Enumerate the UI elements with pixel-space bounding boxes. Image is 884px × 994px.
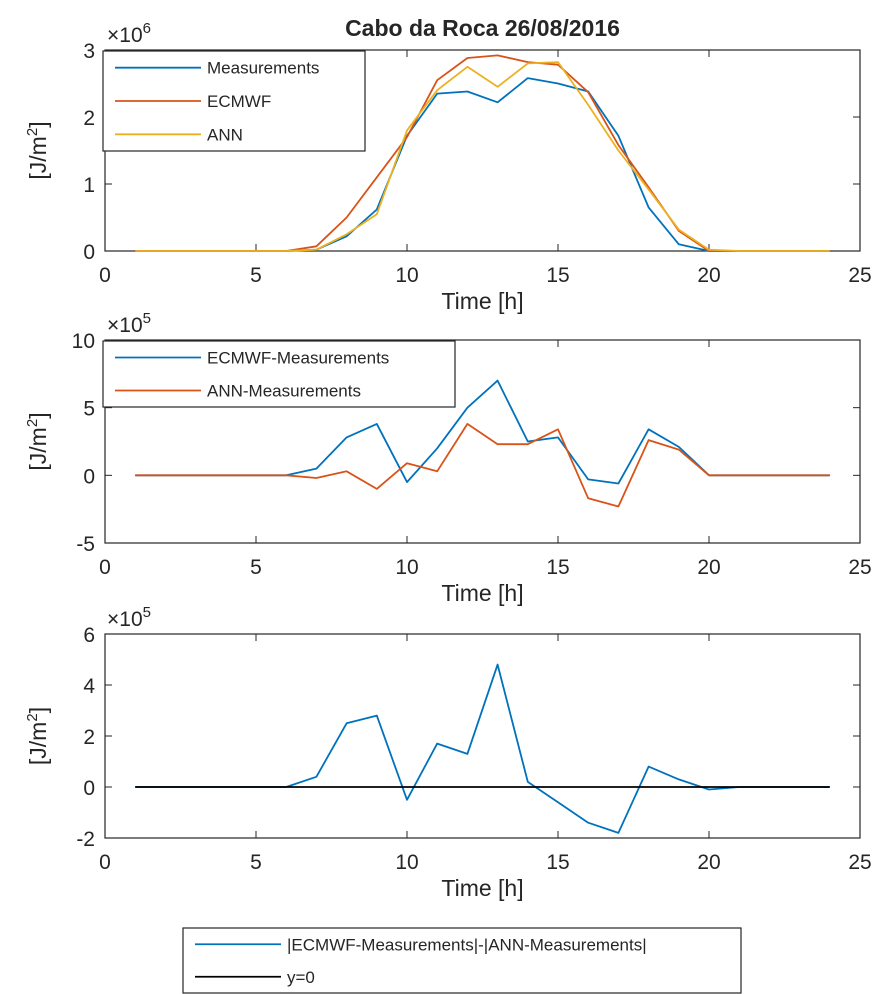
x-tick-label: 15 — [546, 851, 569, 874]
axes-box — [104, 633, 861, 839]
x-tick-label: 15 — [546, 556, 569, 579]
y-tick-label: 10 — [72, 330, 95, 353]
x-tick-label: 25 — [848, 851, 871, 874]
x-tick-label: 0 — [99, 851, 111, 874]
y-tick-label: 6 — [83, 624, 95, 647]
y-tick-label: 0 — [83, 777, 95, 800]
y-tick-label: 0 — [83, 465, 95, 488]
y-tick-label: 4 — [83, 675, 95, 698]
x-tick-label: 10 — [395, 264, 418, 287]
y-exponent-label: ×106 — [107, 20, 151, 47]
legend-label: ANN-Measurements — [207, 382, 361, 401]
x-tick-label: 15 — [546, 264, 569, 287]
legend: ECMWF-Measurements ANN-Measurements — [102, 340, 456, 408]
y-tick-label: 5 — [83, 398, 95, 421]
y-axis-label: [J/m2] — [24, 412, 51, 470]
x-tick-label: 5 — [250, 851, 262, 874]
legend-label: ECMWF-Measurements — [207, 349, 389, 368]
x-axis-label: Time [h] — [441, 288, 523, 314]
y-tick-label: 1 — [83, 174, 95, 197]
x-tick-label: 25 — [848, 556, 871, 579]
x-axis-label: Time [h] — [441, 875, 523, 901]
legend: |ECMWF-Measurements|-|ANN-Measurements| y… — [182, 927, 742, 994]
x-tick-label: 10 — [395, 556, 418, 579]
x-axis-label: Time [h] — [441, 580, 523, 606]
legend: Measurements ECMWF ANN — [102, 50, 366, 152]
legend-label: Measurements — [207, 59, 319, 78]
subplot-1: 0 5 10 15 20 25 0 1 2 3 ×106 Time [h] [J/m2] Cabo da … — [24, 15, 872, 314]
legend-label: ANN — [207, 125, 243, 144]
x-tick-label: 0 — [99, 264, 111, 287]
chart-title: Cabo da Roca 26/08/2016 — [345, 15, 620, 41]
x-tick-label: 20 — [697, 851, 720, 874]
y-exponent-label: ×105 — [107, 310, 151, 337]
y-tick-label: 3 — [83, 40, 95, 63]
y-tick-label: -2 — [76, 828, 95, 851]
legend-label: y=0 — [287, 968, 315, 987]
x-tick-label: 5 — [250, 264, 262, 287]
x-tick-label: 20 — [697, 556, 720, 579]
legend-box — [102, 340, 456, 408]
y-tick-label: 0 — [83, 241, 95, 264]
x-tick-label: 0 — [99, 556, 111, 579]
y-tick-label: 2 — [83, 107, 95, 130]
x-tick-label: 5 — [250, 556, 262, 579]
y-tick-label: -5 — [76, 533, 95, 556]
y-axis-label: [J/m2] — [24, 121, 51, 179]
legend-label: ECMWF — [207, 92, 271, 111]
y-axis-label: [J/m2] — [24, 707, 51, 765]
legend-label: |ECMWF-Measurements|-|ANN-Measurements| — [287, 935, 647, 954]
x-tick-label: 25 — [848, 264, 871, 287]
series-line-3 — [135, 61, 830, 252]
x-tick-label: 10 — [395, 851, 418, 874]
y-tick-label: 2 — [83, 726, 95, 749]
y-exponent-label: ×105 — [107, 604, 151, 631]
series-line-2 — [135, 422, 830, 508]
legend-box — [182, 927, 742, 994]
x-tick-label: 20 — [697, 264, 720, 287]
